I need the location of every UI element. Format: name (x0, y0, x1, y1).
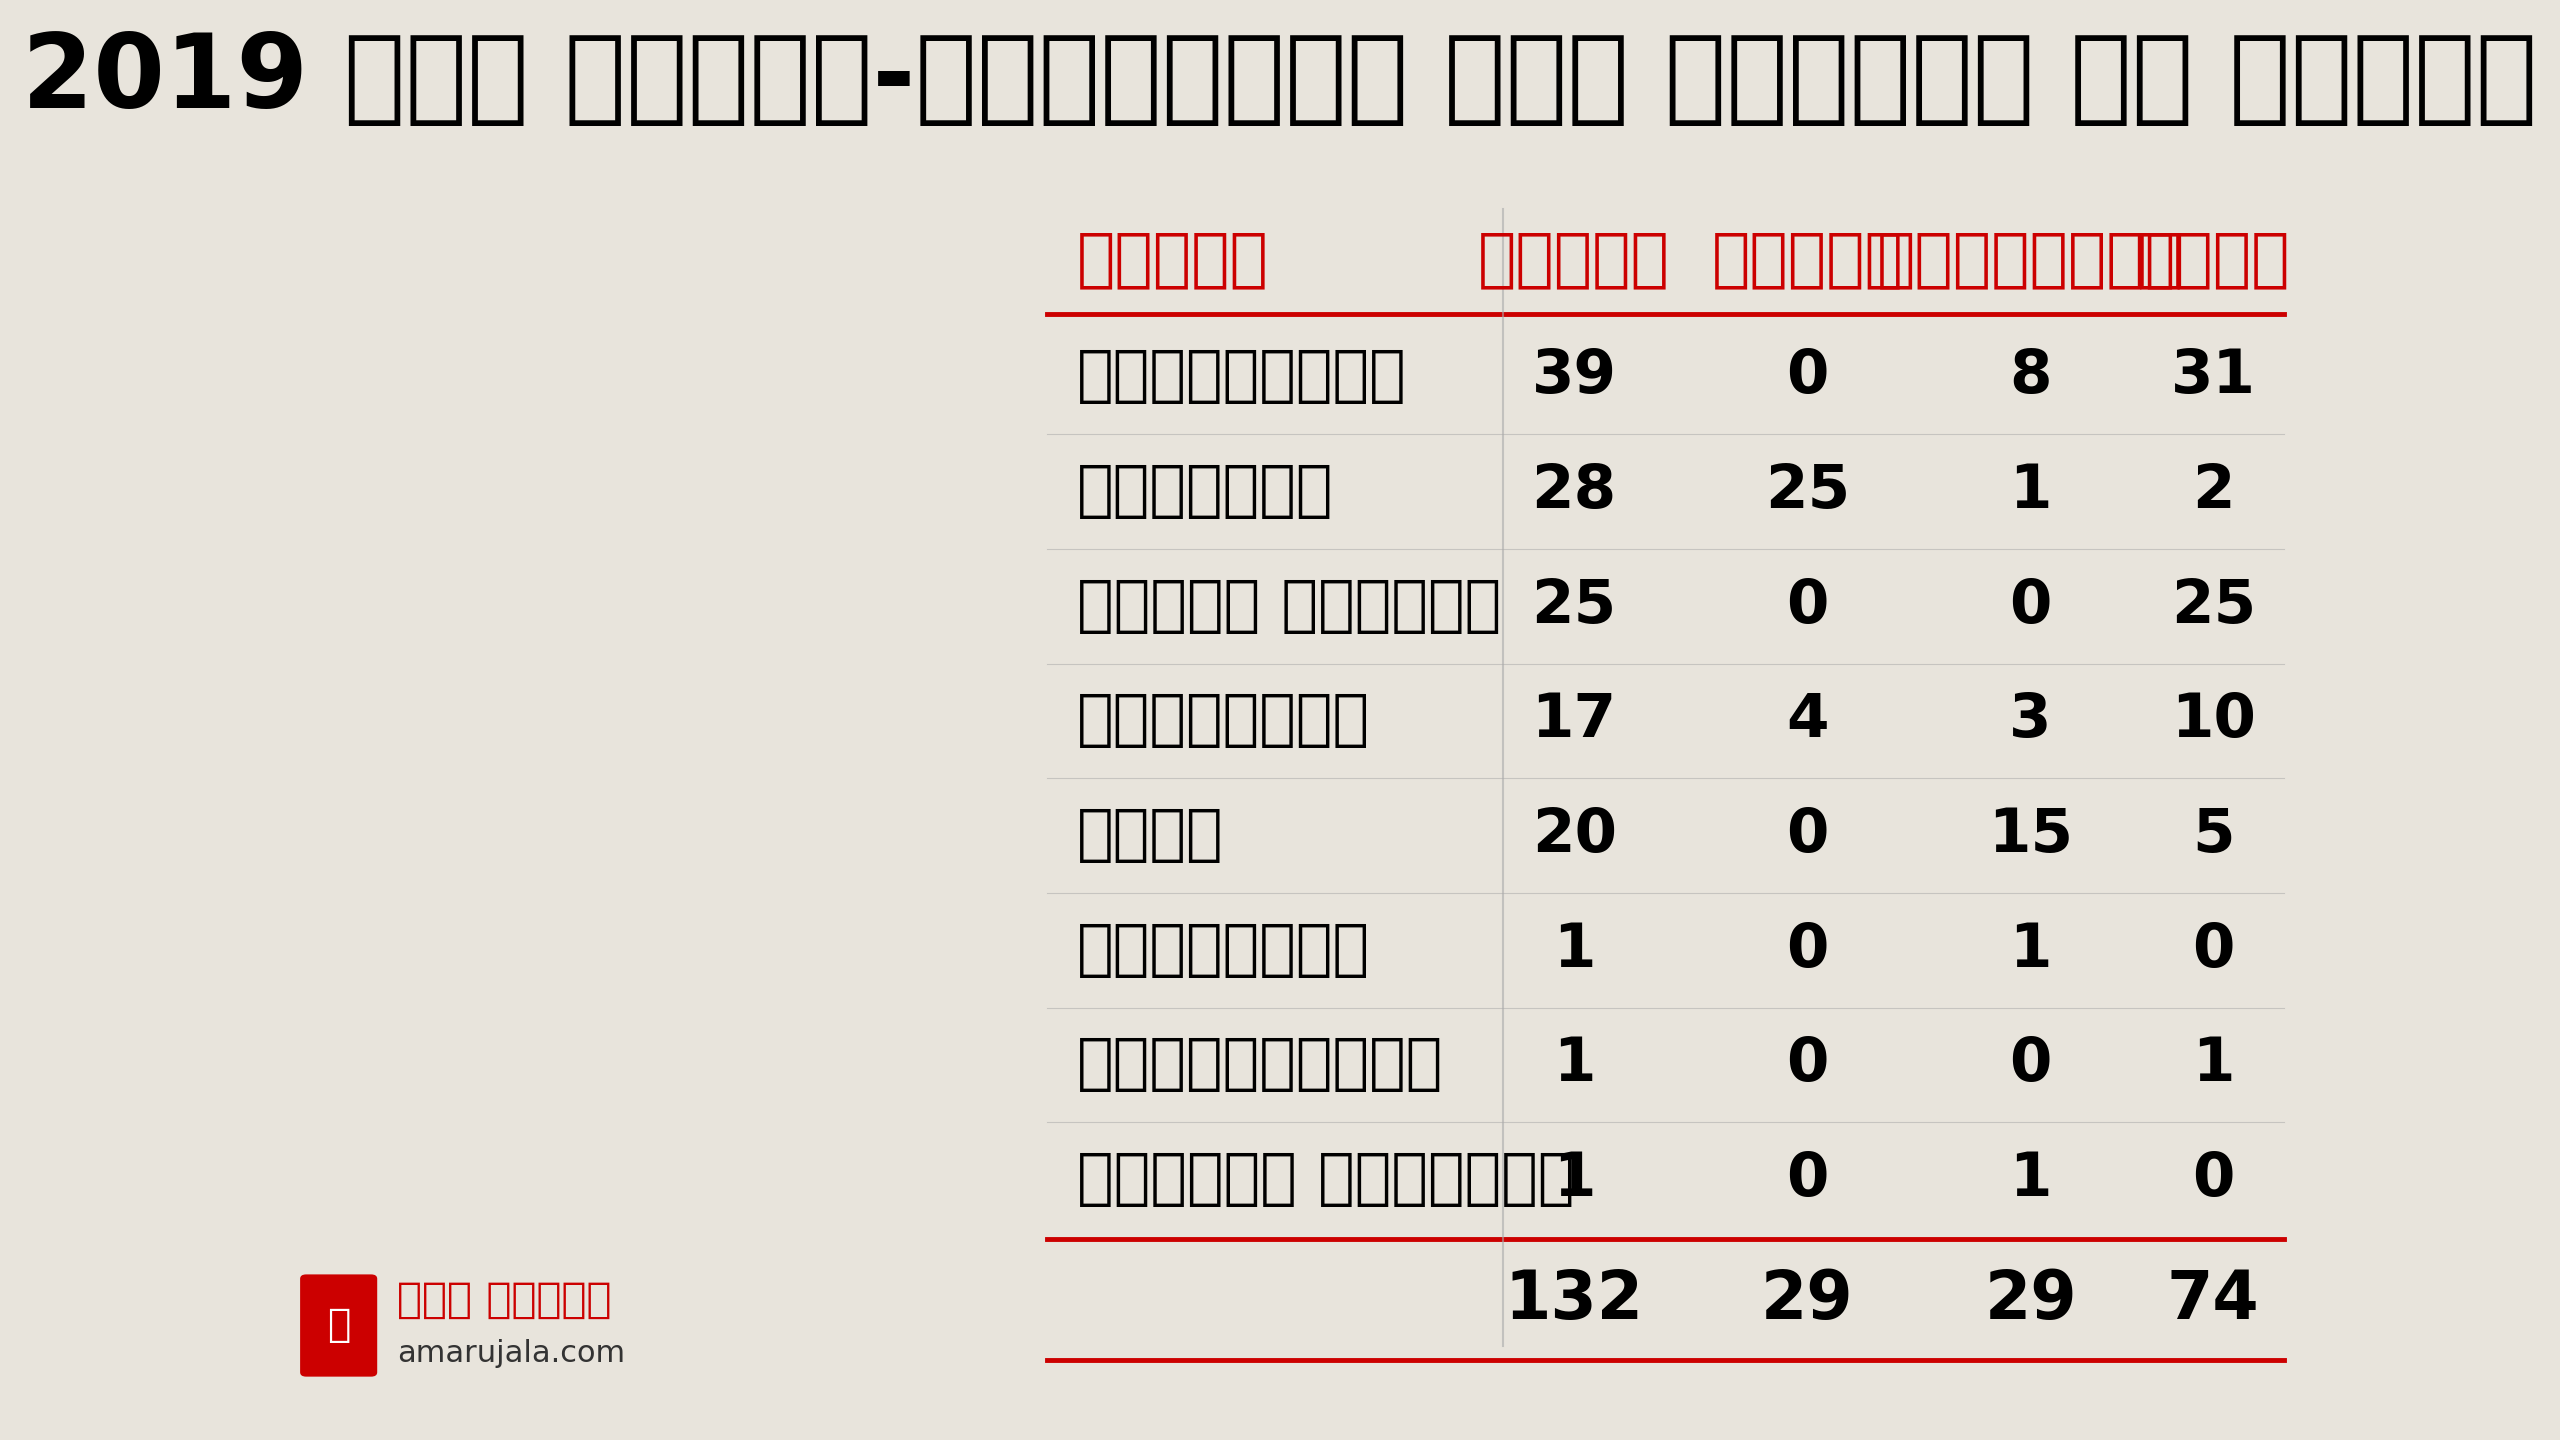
Text: 3: 3 (2010, 691, 2053, 750)
Text: 132: 132 (1505, 1267, 1644, 1332)
Text: तिमिलनाडु: तिमिलनाडु (1078, 347, 1408, 406)
Text: 0: 0 (1787, 1151, 1828, 1210)
Text: 1: 1 (1554, 920, 1595, 979)
Text: 8: 8 (2010, 347, 2053, 406)
Text: 25: 25 (2171, 577, 2255, 636)
Text: राज्य: राज्य (1078, 228, 1270, 291)
Text: कांग्रेस: कांग्रेस (1876, 228, 2184, 291)
FancyBboxPatch shape (300, 1274, 376, 1377)
Text: 20: 20 (1531, 806, 1618, 865)
Text: 25: 25 (1531, 577, 1618, 636)
Text: आंध्र प्रदेश: आंध्र प्रदेश (1078, 577, 1500, 636)
Text: 15: 15 (1989, 806, 2074, 865)
Text: 28: 28 (1531, 462, 1618, 521)
Text: 0: 0 (1787, 1035, 1828, 1094)
Text: पुडुचेरी: पुडुचेरी (1078, 920, 1370, 979)
Text: amarujala.com: amarujala.com (397, 1339, 625, 1368)
Text: 0: 0 (1787, 920, 1828, 979)
Text: 1: 1 (1554, 1035, 1595, 1094)
Text: सीटें: सीटें (1477, 228, 1669, 291)
Text: लक्षयद्वीप: लक्षयद्वीप (1078, 1035, 1444, 1094)
Text: 0: 0 (2191, 920, 2235, 979)
Text: 2: 2 (2191, 462, 2235, 521)
Text: अंडमान निकोबार: अंडमान निकोबार (1078, 1151, 1574, 1210)
Text: 17: 17 (1531, 691, 1618, 750)
Text: 29: 29 (1984, 1267, 2076, 1332)
Text: 1: 1 (2010, 1151, 2053, 1210)
Text: 0: 0 (2010, 1035, 2051, 1094)
Text: 0: 0 (2191, 1151, 2235, 1210)
Text: 31: 31 (2171, 347, 2255, 406)
Text: 1: 1 (2010, 462, 2053, 521)
Text: 2019 में भाजपा-कांग्रेस में बराबरी की टक्कर: 2019 में भाजपा-कांग्रेस में बराबरी की टक… (23, 29, 2537, 130)
Text: भाजपा: भाजपा (1713, 228, 1905, 291)
Text: तेलंगाना: तेलंगाना (1078, 691, 1370, 750)
Text: अमर उजाला: अमर उजाला (397, 1279, 612, 1322)
Text: 0: 0 (2010, 577, 2051, 636)
Text: 0: 0 (1787, 806, 1828, 865)
Text: 1: 1 (1554, 1151, 1595, 1210)
Text: 1: 1 (2010, 920, 2053, 979)
Text: अन्य: अन्य (2138, 228, 2291, 291)
Text: 4: 4 (1787, 691, 1828, 750)
Text: 39: 39 (1531, 347, 1618, 406)
Text: 1: 1 (2191, 1035, 2235, 1094)
Text: अ: अ (328, 1306, 351, 1344)
Text: 74: 74 (2166, 1267, 2260, 1332)
Text: 25: 25 (1764, 462, 1851, 521)
Text: केरल: केरल (1078, 806, 1224, 865)
Text: 0: 0 (1787, 577, 1828, 636)
Text: 10: 10 (2171, 691, 2255, 750)
Text: 29: 29 (1761, 1267, 1853, 1332)
Text: कर्नाटक: कर्नाटक (1078, 462, 1334, 521)
Text: 0: 0 (1787, 347, 1828, 406)
Text: 5: 5 (2191, 806, 2235, 865)
